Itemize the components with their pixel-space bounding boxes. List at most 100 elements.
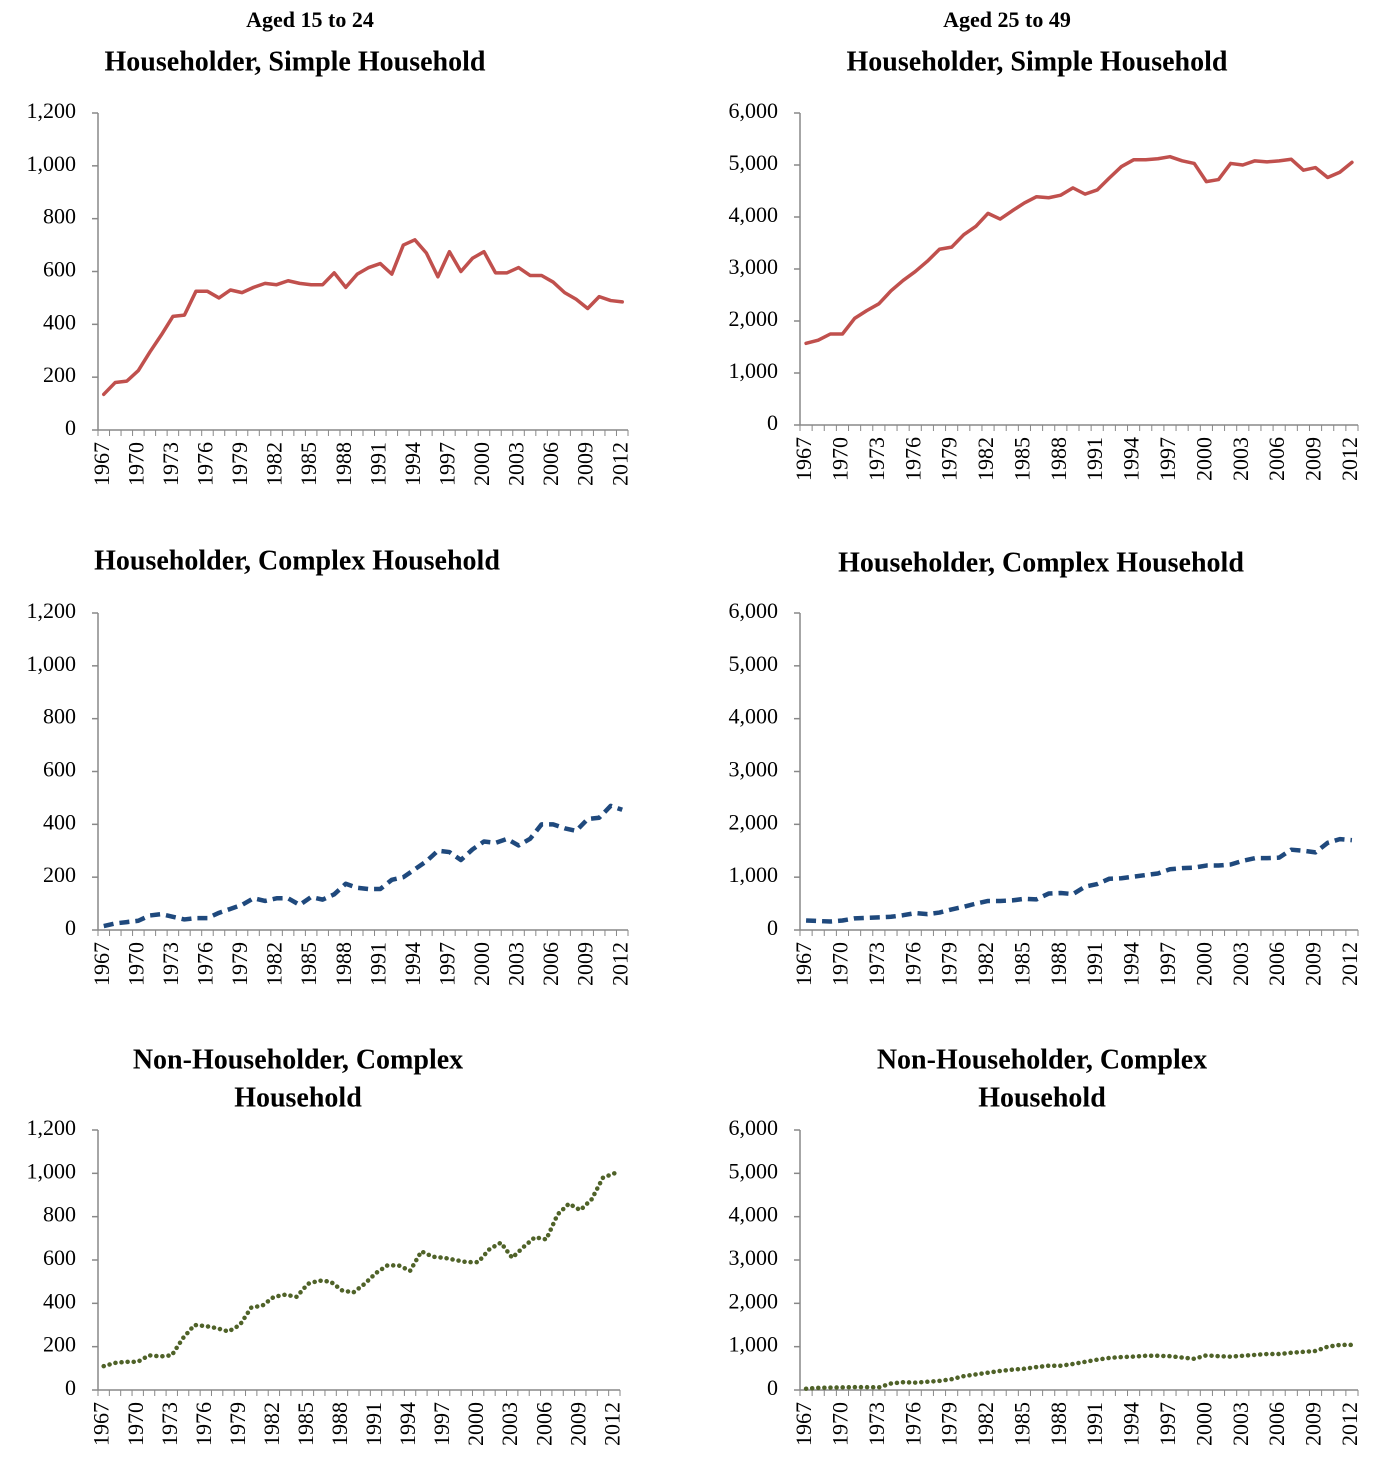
x-tick-label: 1973 [158,442,183,486]
y-tick-label: 400 [43,309,76,334]
x-tick-label: 2006 [538,942,563,986]
y-tick-label: 400 [43,809,76,834]
x-tick-label: 1970 [123,442,148,486]
x-tick-label: 1994 [1119,942,1144,986]
y-tick-label: 800 [43,204,76,229]
y-tick-label: 0 [767,1375,778,1400]
chart-title: Householder, Simple Household [105,46,486,77]
x-tick-label: 1979 [937,1402,962,1446]
x-tick-label: 1988 [327,1402,352,1446]
x-tick-label: 1991 [1082,942,1107,986]
y-tick-label: 0 [767,915,778,940]
x-tick-label: 1994 [395,1402,420,1446]
x-tick-label: 2006 [538,442,563,486]
x-tick-label: 1967 [89,942,114,986]
x-tick-label: 2009 [1301,942,1326,986]
x-tick-label: 2009 [1301,437,1326,481]
x-tick-label: 1982 [973,437,998,481]
x-tick-label: 1994 [400,942,425,986]
x-tick-label: 1976 [900,437,925,481]
x-tick-label: 2009 [573,442,598,486]
y-tick-label: 1,000 [729,1332,779,1357]
y-tick-label: 1,000 [27,1158,77,1183]
y-tick-label: 6,000 [729,598,779,623]
x-tick-label: 1976 [193,442,218,486]
x-tick-label: 1982 [973,942,998,986]
y-tick-label: 1,200 [27,98,77,123]
chart-title: Household [234,1082,362,1113]
y-tick-label: 1,000 [27,151,77,176]
x-tick-label: 1997 [1155,1402,1180,1446]
y-tick-label: 800 [43,1202,76,1227]
x-tick-label: 1982 [259,1402,284,1446]
x-tick-label: 2000 [1191,942,1216,986]
x-tick-label: 1976 [193,942,218,986]
x-tick-label: 2009 [573,942,598,986]
x-tick-label: 2009 [1301,1402,1326,1446]
data-line [102,238,624,397]
chart-title: Householder, Complex Household [838,547,1244,578]
x-tick-label: 2012 [607,442,632,486]
column-title: Aged 15 to 24 [246,7,374,32]
x-tick-label: 1979 [937,437,962,481]
y-tick-label: 3,000 [729,757,779,782]
x-tick-label: 1982 [262,942,287,986]
y-tick-label: 6,000 [729,98,779,123]
x-tick-label: 1997 [434,942,459,986]
x-tick-label: 1967 [89,1402,114,1446]
x-tick-label: 1979 [225,1402,250,1446]
x-tick-label: 2000 [1191,1402,1216,1446]
data-line [101,1171,617,1369]
y-tick-label: 5,000 [729,150,779,175]
x-tick-label: 2012 [1337,437,1362,481]
x-tick-label: 2003 [504,442,529,486]
x-tick-label: 1985 [296,942,321,986]
y-tick-label: 0 [767,410,778,435]
y-tick-label: 6,000 [729,1115,779,1140]
y-tick-label: 200 [43,1332,76,1357]
x-tick-label: 1979 [227,942,252,986]
y-tick-label: 200 [43,862,76,887]
x-tick-label: 1988 [1046,942,1071,986]
x-tick-label: 1970 [828,1402,853,1446]
x-tick-label: 1988 [1046,1402,1071,1446]
x-tick-label: 1991 [365,442,390,486]
x-tick-label: 1970 [123,942,148,986]
x-tick-label: 1979 [937,942,962,986]
y-tick-label: 3,000 [729,254,779,279]
x-tick-label: 1982 [973,1402,998,1446]
x-tick-label: 1991 [361,1402,386,1446]
x-tick-label: 1973 [157,1402,182,1446]
x-tick-label: 1970 [123,1402,148,1446]
column-title: Aged 25 to 49 [943,7,1071,32]
y-tick-label: 3,000 [729,1245,779,1270]
y-tick-label: 0 [65,915,76,940]
x-tick-label: 2000 [463,1402,488,1446]
x-tick-label: 1976 [191,1402,216,1446]
y-tick-label: 400 [43,1288,76,1313]
chart-title: Household [978,1082,1106,1113]
x-tick-label: 1994 [1119,437,1144,481]
chart-title: Non-Householder, Complex [877,1044,1207,1075]
y-tick-label: 600 [43,257,76,282]
x-tick-label: 2003 [1228,437,1253,481]
x-tick-label: 1991 [1082,1402,1107,1446]
data-line [103,803,623,929]
y-tick-label: 800 [43,704,76,729]
data-line [804,154,1354,346]
x-tick-label: 1967 [89,442,114,486]
y-tick-label: 2,000 [729,1288,779,1313]
y-tick-label: 600 [43,1245,76,1270]
x-tick-label: 1973 [158,942,183,986]
x-tick-label: 1967 [791,942,816,986]
x-tick-label: 1997 [434,442,459,486]
x-tick-label: 1985 [1009,437,1034,481]
x-tick-label: 2003 [497,1402,522,1446]
y-tick-label: 2,000 [729,306,779,331]
x-tick-label: 2006 [1264,1402,1289,1446]
y-tick-label: 2,000 [729,809,779,834]
x-tick-label: 2003 [504,942,529,986]
y-tick-label: 0 [65,1375,76,1400]
